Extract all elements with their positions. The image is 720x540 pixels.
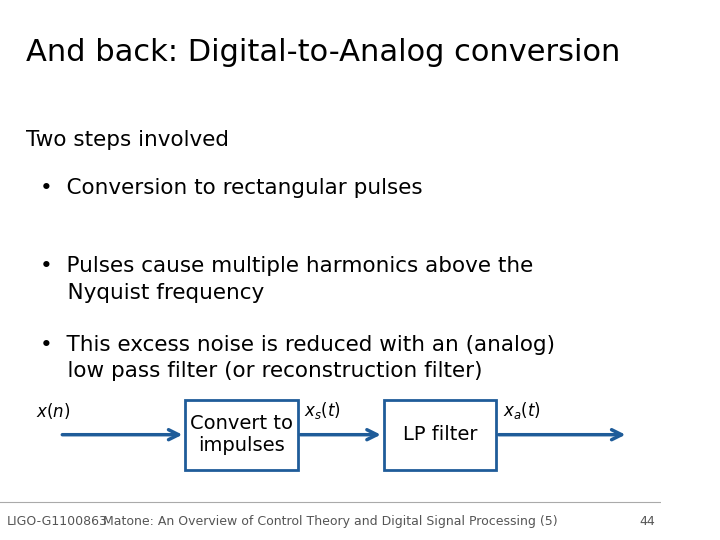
Text: $x(n)$: $x(n)$ [37, 401, 71, 421]
FancyBboxPatch shape [185, 400, 297, 470]
Text: Convert to
impulses: Convert to impulses [190, 414, 293, 455]
Text: Matone: An Overview of Control Theory and Digital Signal Processing (5): Matone: An Overview of Control Theory an… [104, 515, 558, 528]
Text: $x_a(t)$: $x_a(t)$ [503, 400, 541, 421]
Text: LIGO-G1100863: LIGO-G1100863 [6, 515, 107, 528]
Text: Two steps involved: Two steps involved [27, 130, 230, 150]
FancyBboxPatch shape [384, 400, 496, 470]
Text: •  Conversion to rectangular pulses: • Conversion to rectangular pulses [40, 178, 423, 198]
Text: LP filter: LP filter [402, 425, 477, 444]
Text: $x_s(t)$: $x_s(t)$ [305, 400, 341, 421]
Text: •  This excess noise is reduced with an (analog)
    low pass filter (or reconst: • This excess noise is reduced with an (… [40, 335, 554, 381]
Text: 44: 44 [639, 515, 654, 528]
Text: •  Pulses cause multiple harmonics above the
    Nyquist frequency: • Pulses cause multiple harmonics above … [40, 256, 533, 303]
Text: And back: Digital-to-Analog conversion: And back: Digital-to-Analog conversion [27, 38, 621, 67]
